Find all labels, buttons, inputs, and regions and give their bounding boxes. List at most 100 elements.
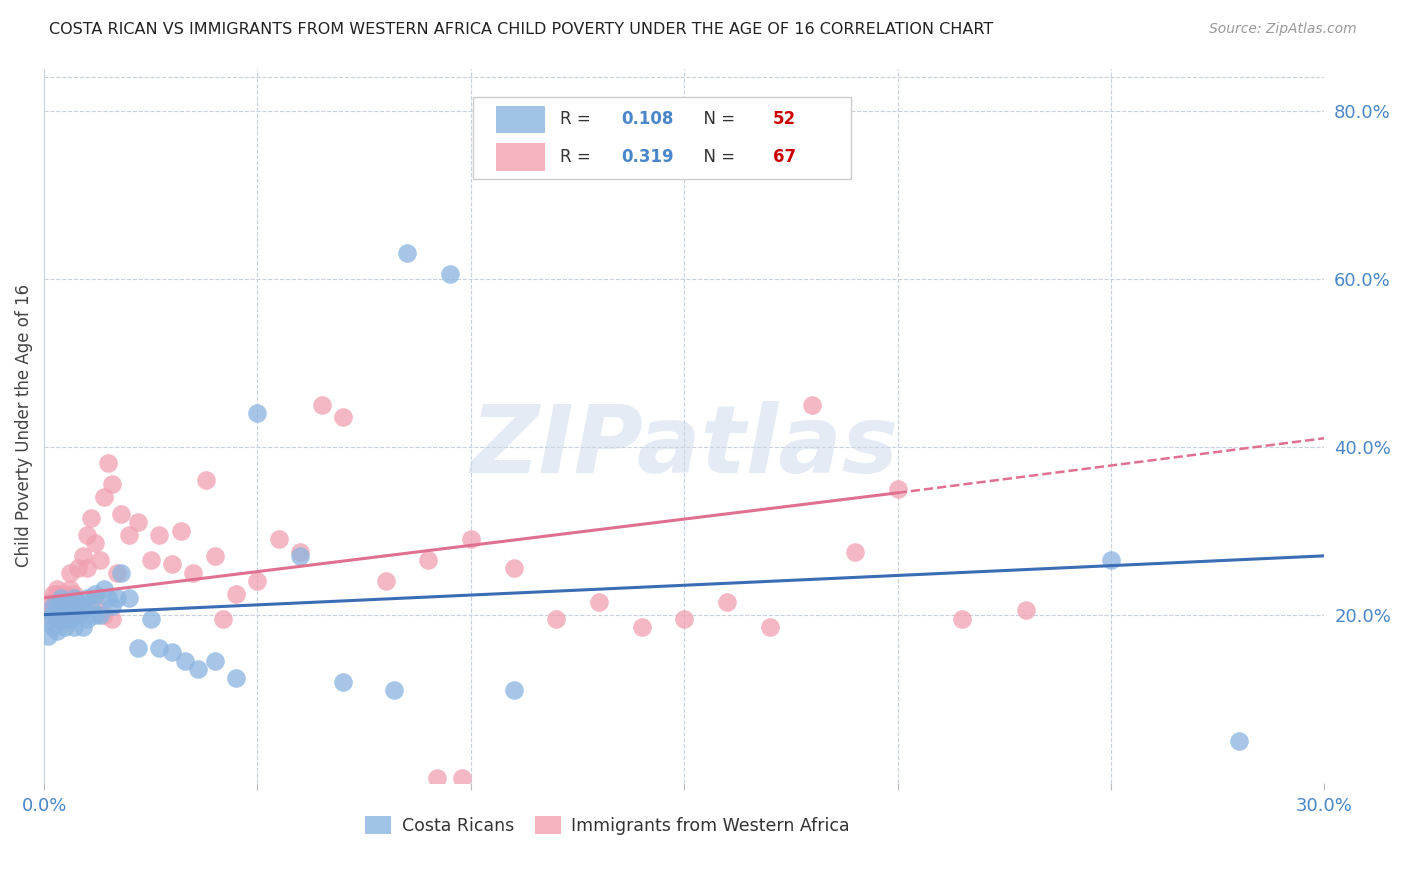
Point bbox=[67, 607, 90, 622]
Point bbox=[716, 595, 738, 609]
Point bbox=[37, 595, 59, 609]
Point bbox=[212, 612, 235, 626]
Point bbox=[80, 511, 103, 525]
Point bbox=[118, 591, 141, 605]
Point bbox=[76, 561, 98, 575]
Point bbox=[148, 528, 170, 542]
Point bbox=[1099, 553, 1122, 567]
Point bbox=[45, 624, 67, 639]
Point bbox=[67, 607, 90, 622]
Point bbox=[45, 612, 67, 626]
Text: 67: 67 bbox=[773, 148, 796, 166]
Point bbox=[139, 553, 162, 567]
Point bbox=[801, 398, 824, 412]
Point bbox=[225, 671, 247, 685]
Point bbox=[84, 587, 107, 601]
Point bbox=[93, 607, 115, 622]
Point bbox=[51, 612, 73, 626]
Point bbox=[63, 591, 86, 605]
Point bbox=[41, 620, 63, 634]
Point bbox=[105, 591, 128, 605]
Point bbox=[110, 507, 132, 521]
Text: 0.108: 0.108 bbox=[621, 111, 673, 128]
Point bbox=[59, 599, 82, 614]
Point bbox=[84, 607, 107, 622]
Point bbox=[630, 620, 652, 634]
Legend: Costa Ricans, Immigrants from Western Africa: Costa Ricans, Immigrants from Western Af… bbox=[366, 816, 849, 835]
Point bbox=[59, 612, 82, 626]
Point bbox=[93, 490, 115, 504]
Point bbox=[246, 406, 269, 420]
Point bbox=[170, 524, 193, 538]
Point bbox=[105, 566, 128, 580]
Point bbox=[110, 566, 132, 580]
Point bbox=[267, 532, 290, 546]
Point bbox=[148, 641, 170, 656]
Text: Source: ZipAtlas.com: Source: ZipAtlas.com bbox=[1209, 22, 1357, 37]
Point bbox=[37, 607, 59, 622]
Point bbox=[63, 620, 86, 634]
Point bbox=[97, 457, 120, 471]
Point bbox=[118, 528, 141, 542]
Point bbox=[76, 591, 98, 605]
Point bbox=[101, 612, 124, 626]
Point bbox=[187, 662, 209, 676]
Point bbox=[418, 553, 440, 567]
Point bbox=[950, 612, 973, 626]
Point bbox=[55, 620, 77, 634]
Point bbox=[41, 599, 63, 614]
Point bbox=[288, 549, 311, 563]
Point bbox=[332, 674, 354, 689]
Point bbox=[80, 595, 103, 609]
Point bbox=[55, 599, 77, 614]
Point bbox=[67, 595, 90, 609]
Text: N =: N = bbox=[693, 148, 741, 166]
Point bbox=[288, 544, 311, 558]
Point bbox=[460, 532, 482, 546]
Point bbox=[160, 645, 183, 659]
Point bbox=[246, 574, 269, 588]
Text: R =: R = bbox=[560, 148, 596, 166]
Point bbox=[37, 629, 59, 643]
Point bbox=[72, 549, 94, 563]
Point bbox=[55, 587, 77, 601]
Point bbox=[204, 549, 226, 563]
Point bbox=[127, 515, 149, 529]
Point bbox=[160, 558, 183, 572]
FancyBboxPatch shape bbox=[472, 97, 851, 179]
Point bbox=[76, 612, 98, 626]
Point bbox=[67, 561, 90, 575]
Point bbox=[72, 620, 94, 634]
Point bbox=[51, 587, 73, 601]
Point bbox=[101, 599, 124, 614]
Bar bbox=[496, 144, 544, 170]
Point bbox=[673, 612, 696, 626]
Point bbox=[51, 591, 73, 605]
Text: 52: 52 bbox=[773, 111, 796, 128]
Point bbox=[502, 683, 524, 698]
Point bbox=[195, 473, 218, 487]
Point bbox=[45, 595, 67, 609]
Point bbox=[127, 641, 149, 656]
Y-axis label: Child Poverty Under the Age of 16: Child Poverty Under the Age of 16 bbox=[15, 284, 32, 567]
Point bbox=[395, 246, 418, 260]
Point bbox=[89, 553, 111, 567]
Point bbox=[55, 595, 77, 609]
Point bbox=[67, 599, 90, 614]
Point bbox=[886, 482, 908, 496]
Point bbox=[89, 607, 111, 622]
Point bbox=[225, 587, 247, 601]
Point bbox=[93, 582, 115, 597]
Point bbox=[41, 599, 63, 614]
Bar bbox=[496, 105, 544, 133]
Point bbox=[204, 654, 226, 668]
Point bbox=[174, 654, 197, 668]
Point bbox=[1014, 603, 1036, 617]
Point bbox=[451, 772, 474, 786]
Text: N =: N = bbox=[693, 111, 741, 128]
Point bbox=[41, 587, 63, 601]
Point bbox=[59, 582, 82, 597]
Point bbox=[45, 587, 67, 601]
Point bbox=[59, 607, 82, 622]
Point bbox=[41, 607, 63, 622]
